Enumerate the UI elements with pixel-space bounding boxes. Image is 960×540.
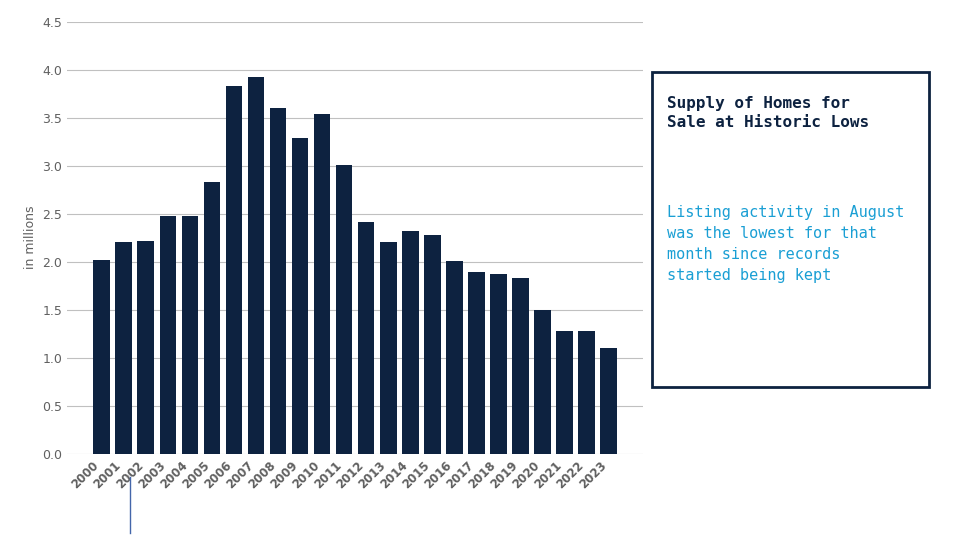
Bar xyxy=(159,217,176,454)
Bar xyxy=(402,231,419,454)
Bar xyxy=(601,348,617,454)
Bar xyxy=(270,108,286,454)
Text: ▮▮▮: ▮▮▮ xyxy=(763,495,796,515)
Bar xyxy=(513,278,529,454)
Y-axis label: in millions: in millions xyxy=(24,206,36,269)
Bar xyxy=(468,272,485,454)
Bar xyxy=(226,86,242,454)
Bar xyxy=(380,242,396,454)
Bar xyxy=(557,330,573,454)
Bar xyxy=(137,241,154,454)
Text: Listing activity in August
was the lowest for that
month since records
started b: Listing activity in August was the lowes… xyxy=(667,205,904,283)
Bar xyxy=(93,260,109,454)
Bar xyxy=(204,182,220,454)
Text: Source:
NAR;
single-family &
multifamily homes; nsa: Source: NAR; single-family & multifamily… xyxy=(19,480,118,523)
Bar xyxy=(424,235,441,454)
Bar xyxy=(314,114,330,454)
Bar xyxy=(579,330,595,454)
Text: WINDERMERE: WINDERMERE xyxy=(811,487,879,497)
Bar xyxy=(491,274,507,454)
Text: Economics: Economics xyxy=(806,508,939,528)
Bar xyxy=(446,261,463,454)
Bar xyxy=(292,138,308,454)
Bar xyxy=(181,215,198,454)
Bar xyxy=(248,77,264,454)
Bar xyxy=(358,222,374,454)
Bar xyxy=(535,309,551,454)
Text: Supply of Homes for
Sale at Historic Lows: Supply of Homes for Sale at Historic Low… xyxy=(667,96,869,130)
Bar xyxy=(336,165,352,454)
FancyBboxPatch shape xyxy=(652,71,929,388)
Bar xyxy=(115,242,132,454)
Text: HOMES FOR SALE IN AUGUST: HOMES FOR SALE IN AUGUST xyxy=(253,491,707,519)
